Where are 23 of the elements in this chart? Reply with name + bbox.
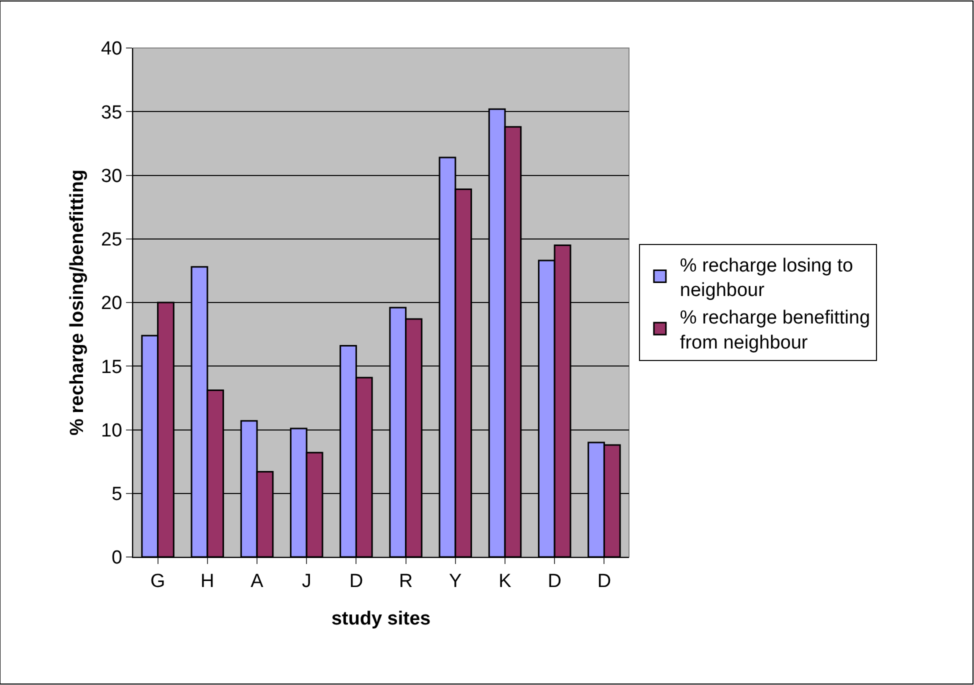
legend-label: % recharge benefitting from neighbour [680,308,870,354]
legend-label: % recharge losing to neighbour [680,255,854,301]
x-tick-label: K [498,570,512,592]
y-tick-label: 0 [112,548,122,569]
x-tick-label: D [597,570,612,592]
y-tick-label: 35 [101,102,122,124]
x-tick-label: Y [449,570,462,592]
x-tick-label: J [302,570,312,592]
x-tick-label: G [150,570,166,592]
x-axis-title: study sites [331,608,431,630]
x-tick-label: R [398,570,413,592]
y-tick-label: 15 [101,356,122,378]
y-tick-label: 25 [101,230,122,251]
x-tick-label: D [349,570,364,592]
x-tick-label: H [200,570,214,592]
y-tick-label: 10 [101,420,122,442]
y-tick-label: 40 [101,38,122,60]
x-tick-label: D [548,570,562,592]
x-tick-label: A [250,570,264,592]
y-axis-title: % recharge losing/benefitting [66,169,88,436]
y-tick-label: 5 [112,484,122,506]
y-tick-label: 20 [101,293,122,314]
y-tick-label: 30 [101,166,122,187]
